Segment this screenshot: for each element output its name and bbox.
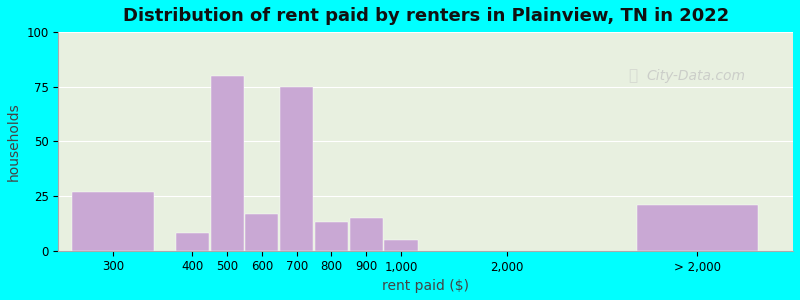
X-axis label: rent paid ($): rent paid ($) (382, 279, 470, 293)
Y-axis label: households: households (7, 102, 21, 181)
Bar (71, 192, 154, 251)
Bar (210, 76, 244, 251)
Bar (385, 240, 418, 251)
Bar (350, 218, 382, 251)
Text: ⌕: ⌕ (628, 68, 637, 83)
Bar (280, 87, 313, 251)
Bar (637, 205, 758, 251)
Bar (315, 222, 348, 251)
Text: City-Data.com: City-Data.com (646, 69, 745, 83)
Bar (176, 233, 209, 251)
Title: Distribution of rent paid by renters in Plainview, TN in 2022: Distribution of rent paid by renters in … (122, 7, 729, 25)
Bar (246, 214, 278, 251)
